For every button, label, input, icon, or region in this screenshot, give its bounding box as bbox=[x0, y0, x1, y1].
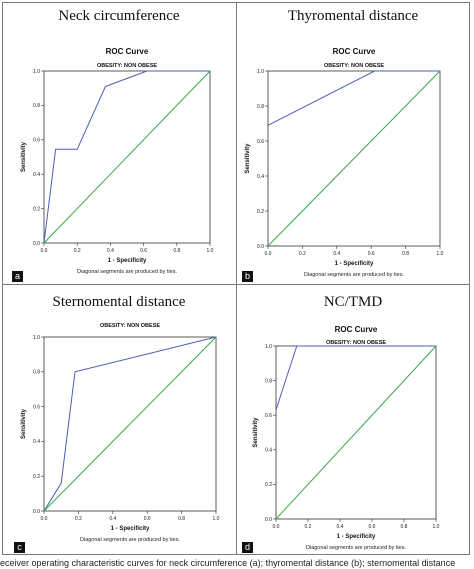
x-tick-label: 0.8 bbox=[178, 516, 185, 522]
y-tick-label: 0.8 bbox=[33, 103, 40, 109]
y-tick-label: 0.8 bbox=[257, 104, 264, 110]
y-tick-label: 1.0 bbox=[257, 69, 264, 75]
x-axis-label: 1 - Specificity bbox=[335, 261, 374, 267]
chart-footnote: Diagonal segments are produced by ties. bbox=[304, 272, 404, 278]
x-axis-label: 1 - Specificity bbox=[337, 534, 376, 540]
panel-title: Sternomental distance bbox=[52, 294, 186, 310]
y-tick-label: 0.2 bbox=[33, 474, 40, 480]
x-tick-label: 0.8 bbox=[173, 248, 180, 254]
x-tick-label: 0.2 bbox=[299, 251, 306, 257]
y-tick-label: 0.0 bbox=[265, 517, 272, 523]
roc-curve-line bbox=[43, 336, 217, 512]
panel-b: Thyromental distance ROC Curve OBESITY: N… bbox=[238, 4, 468, 282]
roc-curve-line bbox=[275, 345, 436, 411]
chart-title: ROC Curve bbox=[333, 47, 376, 56]
chart-subtitle: OBESITY: NON OBESE bbox=[100, 323, 160, 329]
reference-diagonal-line bbox=[275, 345, 437, 520]
y-tick-label: 0.2 bbox=[265, 482, 272, 488]
panel-title: Thyromental distance bbox=[287, 8, 419, 24]
roc-curve-line bbox=[267, 70, 440, 126]
x-tick-label: 0.8 bbox=[401, 524, 408, 530]
vertical-divider bbox=[236, 2, 237, 555]
panel-title: Neck circumference bbox=[58, 8, 180, 24]
chart-title: ROC Curve bbox=[106, 47, 149, 56]
reference-diagonal-line bbox=[267, 70, 441, 247]
x-tick-label: 0.6 bbox=[368, 251, 375, 257]
y-tick-label: 0.0 bbox=[33, 509, 40, 515]
x-tick-label: 0.0 bbox=[41, 516, 48, 522]
x-tick-label: 0.6 bbox=[144, 516, 151, 522]
x-tick-label: 1.0 bbox=[433, 524, 440, 530]
roc-chart-d: ROC Curve OBESITY: NON OBESE 0.00.0 0.2 0.2 0… bbox=[253, 325, 440, 551]
y-axis-label: Sensitivity bbox=[21, 408, 27, 439]
chart-subtitle: OBESITY: NON OBESE bbox=[324, 63, 384, 69]
panel-d: NC/TMD ROC Curve OBESITY: NON OBESE 0.0 0.0… bbox=[238, 287, 468, 553]
panel-label: b bbox=[242, 271, 253, 282]
chart-title: ROC Curve bbox=[335, 325, 378, 334]
reference-diagonal-line bbox=[43, 70, 211, 244]
chart-footnote: Diagonal segments are produced by ties. bbox=[80, 537, 180, 543]
y-tick-label: 0.4 bbox=[265, 448, 272, 454]
chart-footnote: Diagonal segments are produced by ties. bbox=[77, 269, 177, 275]
chart-subtitle: OBESITY: NON OBESE bbox=[97, 63, 157, 69]
x-tick-label: 0.4 bbox=[109, 516, 116, 522]
y-tick-label: 0.4 bbox=[33, 172, 40, 178]
x-axis-label: 1 - Specificity bbox=[108, 258, 147, 264]
panel-c: Sternomental distance OBESITY: NON OBESE… bbox=[4, 287, 234, 553]
y-axis-label: Sensitivity bbox=[253, 417, 259, 448]
x-tick-label: 0.4 bbox=[107, 248, 114, 254]
figure-caption: eceiver operating characteristic curves … bbox=[0, 558, 456, 568]
y-tick-label: 1.0 bbox=[33, 69, 40, 75]
x-tick-label: 1.0 bbox=[213, 516, 220, 522]
y-tick-label: 1.0 bbox=[265, 344, 272, 350]
panel-label: d bbox=[242, 542, 253, 553]
y-tick-label: 0.2 bbox=[257, 209, 264, 215]
panel-a: Neck circumference ROC Curve OBESITY: NON… bbox=[4, 4, 234, 282]
roc-curve-line bbox=[43, 70, 210, 244]
panel-title: NC/TMD bbox=[323, 294, 383, 310]
panel-label: c bbox=[14, 542, 25, 553]
y-tick-label: 0.4 bbox=[33, 439, 40, 445]
x-tick-label: 0.4 bbox=[333, 251, 340, 257]
chart-subtitle: OBESITY: NON OBESE bbox=[326, 340, 386, 346]
x-tick-label: 0.2 bbox=[74, 248, 81, 254]
y-tick-label: 0.2 bbox=[33, 206, 40, 212]
x-tick-label: 0.0 bbox=[273, 524, 280, 530]
y-tick-label: 0.6 bbox=[265, 413, 272, 419]
x-axis-label: 1 - Specificity bbox=[111, 526, 150, 532]
chart-footnote: Diagonal segments are produced by ties. bbox=[306, 545, 406, 551]
y-tick-label: 0.8 bbox=[265, 378, 272, 384]
x-tick-label: 1.0 bbox=[207, 248, 214, 254]
y-tick-label: 1.0 bbox=[33, 335, 40, 341]
reference-diagonal-line bbox=[43, 336, 217, 512]
y-tick-label: 0.6 bbox=[33, 404, 40, 410]
panel-label: a bbox=[12, 271, 23, 282]
x-tick-label: 0.0 bbox=[41, 248, 48, 254]
y-tick-label: 0.8 bbox=[33, 370, 40, 376]
y-tick-label: 0.6 bbox=[33, 138, 40, 144]
roc-chart-a: ROC Curve OBESITY: NON OBESE 0.00.0 0.2 0.2 0… bbox=[21, 47, 214, 275]
x-tick-label: 0.0 bbox=[265, 251, 272, 257]
x-tick-label: 0.6 bbox=[140, 248, 147, 254]
y-tick-label: 0.0 bbox=[257, 244, 264, 250]
y-axis-label: Sensitivity bbox=[245, 143, 251, 174]
x-tick-label: 0.2 bbox=[305, 524, 312, 530]
roc-chart-c: OBESITY: NON OBESE 0.00.0 0.2 0.2 0.4 0.4 0.6 0… bbox=[21, 323, 220, 543]
x-tick-label: 0.4 bbox=[337, 524, 344, 530]
x-tick-label: 0.2 bbox=[75, 516, 82, 522]
x-tick-label: 1.0 bbox=[437, 251, 444, 257]
x-tick-label: 0.8 bbox=[402, 251, 409, 257]
y-tick-label: 0.6 bbox=[257, 139, 264, 145]
y-axis-label: Sensitivity bbox=[21, 141, 27, 172]
roc-chart-b: ROC Curve OBESITY: NON OBESE 0.00.0 0.2 0.2 0… bbox=[245, 47, 444, 278]
y-tick-label: 0.0 bbox=[33, 241, 40, 247]
y-tick-label: 0.4 bbox=[257, 174, 264, 180]
x-tick-label: 0.6 bbox=[369, 524, 376, 530]
